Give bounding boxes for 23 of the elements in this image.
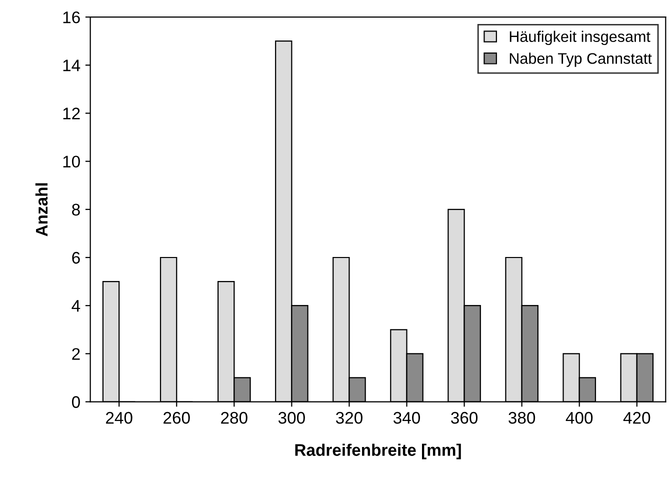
x-tick-label: 340: [393, 412, 420, 424]
x-tick-label: 320: [336, 412, 362, 424]
x-tick-label: 420: [623, 412, 650, 424]
legend-label: Häufigkeit insgesamt: [510, 30, 650, 46]
y-tick-label: 0: [72, 396, 80, 408]
y-tick-label: 16: [63, 11, 80, 24]
y-tick-label: 14: [63, 60, 80, 72]
x-tick-label: 360: [451, 412, 478, 424]
y-tick-label: 4: [72, 300, 80, 312]
y-tick-label: 8: [72, 204, 80, 216]
y-tick-label: 2: [72, 348, 80, 360]
legend-label: Naben Typ Cannstatt: [510, 52, 652, 67]
y-tick-label: 10: [63, 156, 80, 168]
x-tick-label: 300: [278, 412, 305, 424]
x-tick-label: 260: [164, 412, 190, 424]
y-axis-title: Anzahl: [35, 183, 48, 236]
x-tick-label: 380: [508, 412, 536, 424]
x-tick-label: 400: [566, 412, 593, 424]
y-tick-label: 12: [63, 108, 80, 120]
x-axis-title: Radreifenbreite [mm]: [295, 444, 461, 460]
x-tick-label: 280: [221, 412, 248, 424]
x-tick-label: 240: [106, 412, 132, 424]
y-tick-label: 6: [72, 252, 80, 264]
